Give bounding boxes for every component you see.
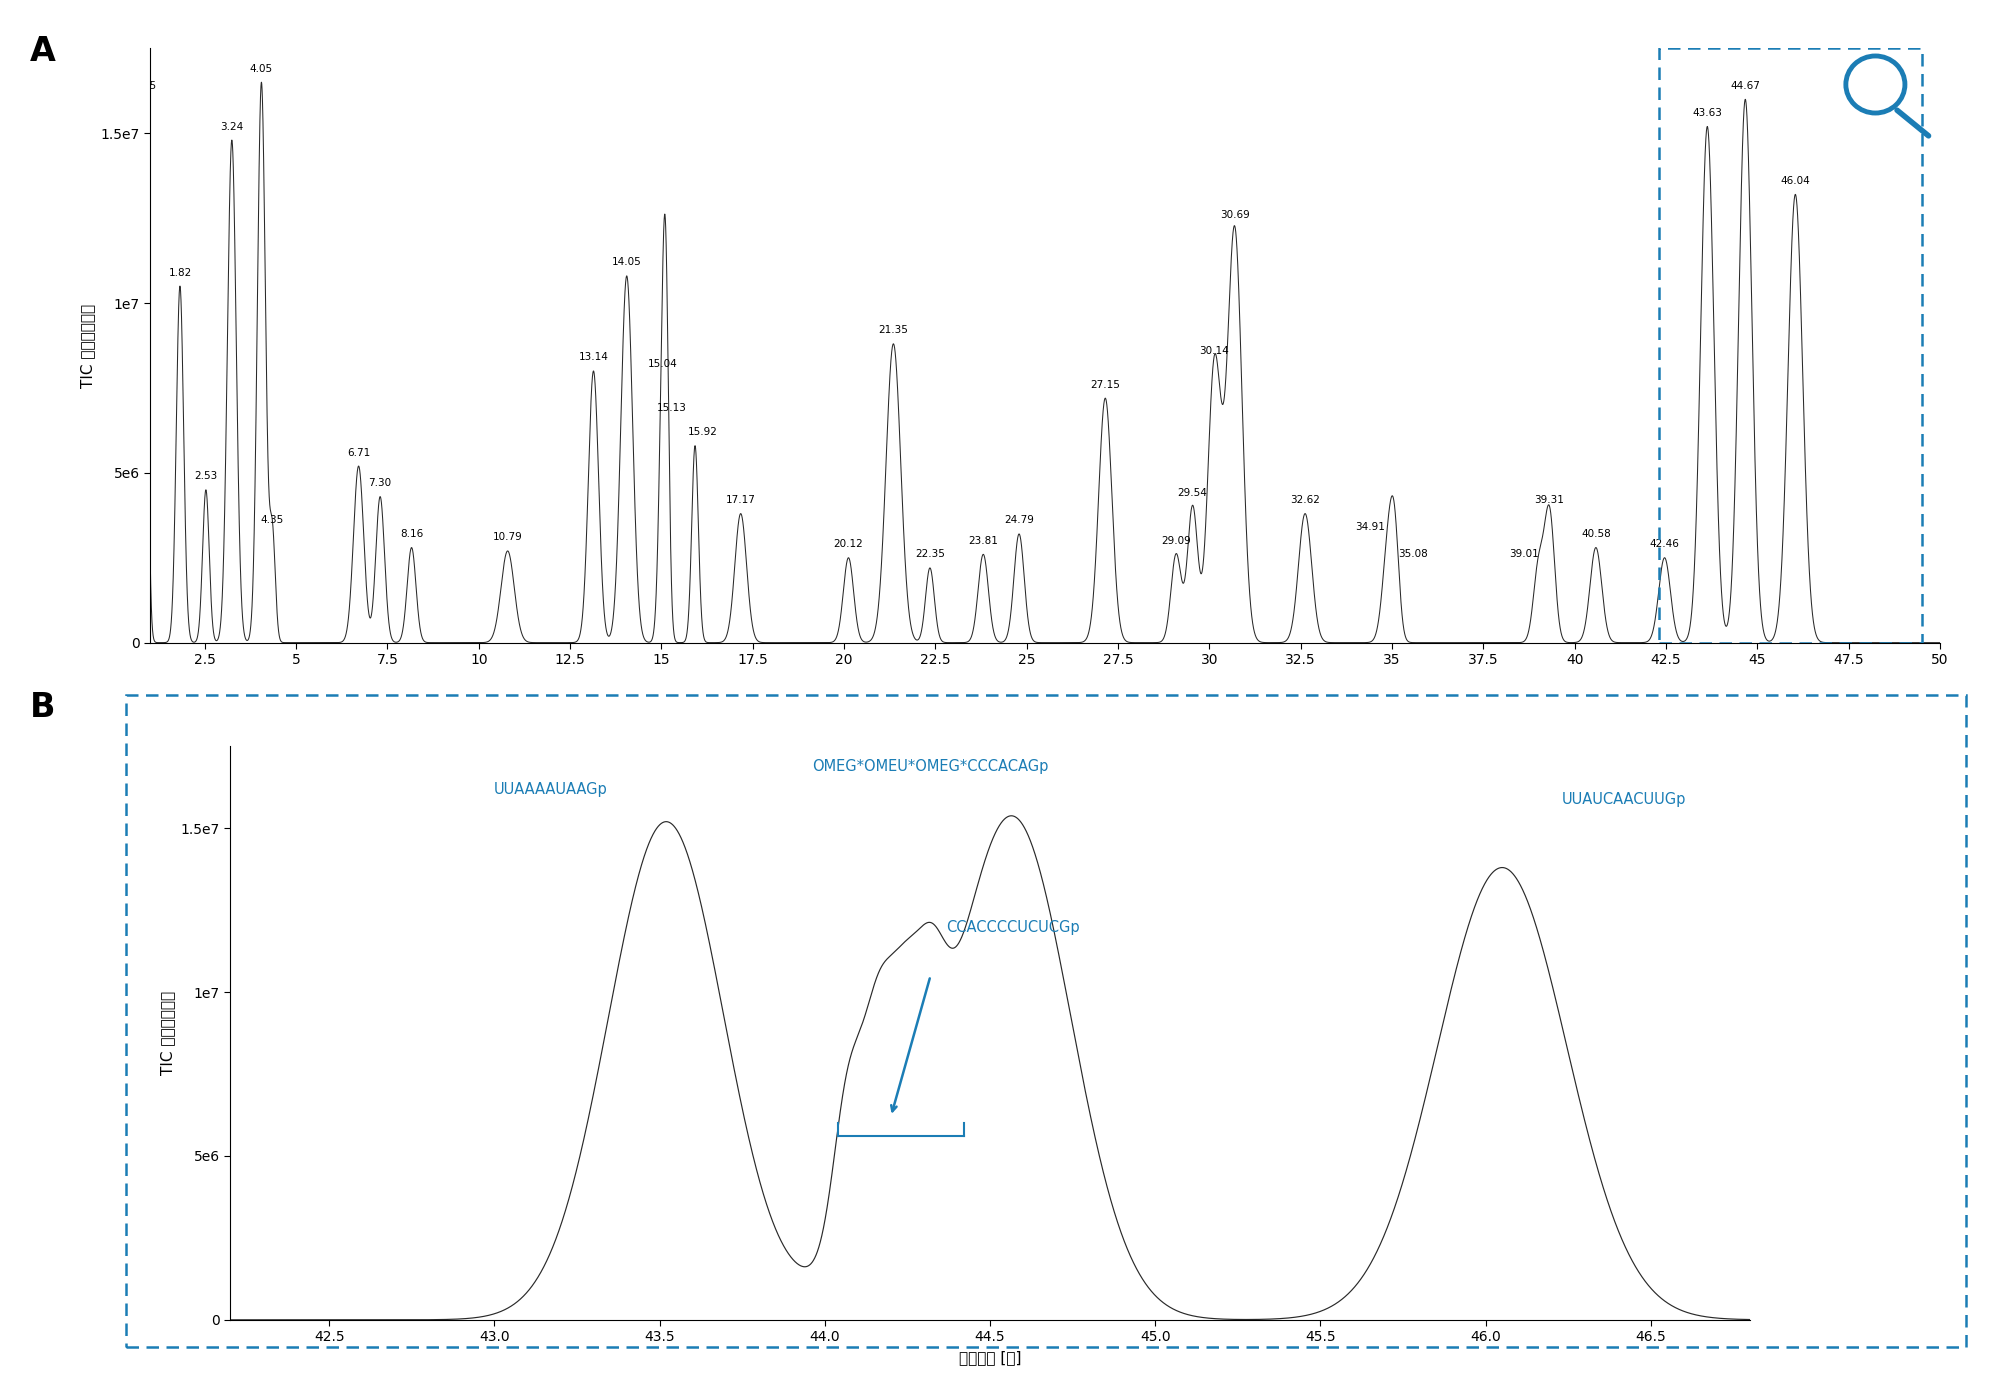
Text: UUAAAAUAAGp: UUAAAAUAAGp	[494, 782, 608, 797]
Text: 30.69: 30.69	[1220, 210, 1250, 220]
Text: 13.14: 13.14	[578, 352, 608, 362]
Text: B: B	[30, 691, 56, 724]
Y-axis label: TIC ［カウント］: TIC ［カウント］	[160, 991, 174, 1075]
Text: CCACCCCUCUCGp: CCACCCCUCUCGp	[946, 920, 1080, 934]
Text: UUAUCAACUUGp: UUAUCAACUUGp	[1562, 792, 1686, 807]
Text: 17.17: 17.17	[726, 495, 756, 504]
Text: 8.16: 8.16	[400, 529, 424, 539]
Text: OMEG*OMEU*OMEG*CCCACAGp: OMEG*OMEU*OMEG*CCCACAGp	[812, 759, 1048, 774]
X-axis label: 保持時間 [分]: 保持時間 [分]	[958, 1350, 1022, 1365]
Text: 34.91: 34.91	[1356, 522, 1386, 532]
Text: 43.63: 43.63	[1692, 108, 1722, 117]
Text: 39.31: 39.31	[1534, 495, 1564, 504]
Text: 3.24: 3.24	[220, 122, 244, 131]
Text: 15.13: 15.13	[656, 404, 686, 413]
Text: 42.46: 42.46	[1650, 539, 1680, 549]
Text: 22.35: 22.35	[914, 550, 944, 560]
Text: 44.67: 44.67	[1730, 80, 1760, 91]
Text: 7.30: 7.30	[368, 478, 392, 488]
Text: 29.54: 29.54	[1178, 488, 1208, 499]
Text: 27.15: 27.15	[1090, 380, 1120, 390]
Y-axis label: TIC ［カウント］: TIC ［カウント］	[80, 304, 94, 387]
Text: 21.35: 21.35	[878, 325, 908, 336]
Text: 23.81: 23.81	[968, 536, 998, 546]
Text: 20.12: 20.12	[834, 539, 864, 549]
Text: 10.79: 10.79	[492, 532, 522, 543]
Text: 0.85: 0.85	[132, 80, 156, 91]
Text: 15.04: 15.04	[648, 359, 678, 369]
Text: 40.58: 40.58	[1582, 529, 1610, 539]
Text: 30.14: 30.14	[1200, 346, 1230, 355]
Bar	[1658, 48, 1922, 643]
Text: A: A	[30, 35, 56, 68]
Text: 4.35: 4.35	[260, 515, 284, 525]
Text: 24.79: 24.79	[1004, 515, 1034, 525]
Text: 6.71: 6.71	[346, 448, 370, 457]
Text: 35.08: 35.08	[1398, 550, 1428, 560]
Text: 2.53: 2.53	[194, 471, 218, 481]
Text: 46.04: 46.04	[1780, 176, 1810, 187]
Text: 29.09: 29.09	[1162, 536, 1192, 546]
Text: 14.05: 14.05	[612, 257, 642, 267]
Text: 4.05: 4.05	[250, 64, 272, 73]
Text: 39.01: 39.01	[1510, 550, 1538, 560]
Text: 1.82: 1.82	[168, 268, 192, 278]
Text: 32.62: 32.62	[1290, 495, 1320, 504]
Text: 15.92: 15.92	[688, 427, 718, 437]
